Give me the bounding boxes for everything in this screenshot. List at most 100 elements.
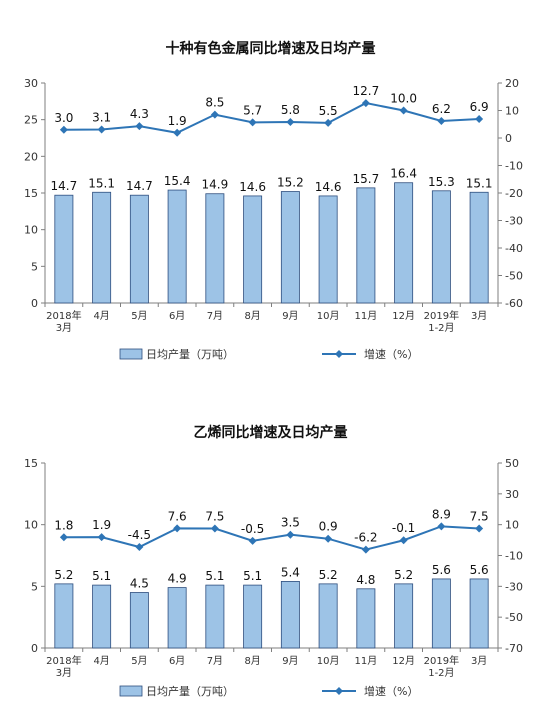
right-tick-label: -60 — [505, 297, 523, 310]
x-category-label: 12月 — [392, 310, 415, 322]
bar — [431, 578, 451, 649]
growth-point — [97, 533, 106, 542]
x-category-label: 7月 — [207, 655, 223, 667]
growth-point — [361, 99, 370, 108]
growth-line — [63, 102, 480, 134]
right-tick-label: -40 — [505, 242, 523, 255]
left-tick-label: 5 — [31, 260, 38, 273]
bar — [356, 588, 376, 649]
x-category-label: 6月 — [169, 655, 185, 667]
chart-2: 乙烯同比增速及日均产量 0 5 10 15 -70 -50 -30 -10 10 30 50 5.2 5… — [0, 360, 541, 720]
bar-value-label: 15.1 — [88, 176, 115, 190]
left-tick-label: 15 — [24, 457, 38, 470]
growth-value-label: -0.5 — [241, 522, 264, 536]
chart-1-svg: 0 5 10 15 20 25 30 -60 -50 -40 -30 -20 -10 0 10 20 14.7 1… — [24, 77, 523, 360]
right-tick-label: 20 — [505, 77, 519, 90]
legend-bar-label: 日均产量（万吨） — [146, 684, 234, 698]
bar-value-label: 14.7 — [51, 179, 78, 193]
x-category-label: 6月 — [169, 310, 185, 322]
growth-value-label: 10.0 — [390, 92, 417, 106]
growth-point — [210, 110, 219, 119]
growth-point — [97, 125, 106, 134]
growth-point — [286, 530, 295, 539]
growth-point — [437, 116, 446, 125]
bar — [167, 189, 187, 304]
x-category-label: 3月 — [471, 310, 487, 322]
x-category-label: 11月 — [355, 655, 378, 667]
bar-value-label: 15.2 — [277, 176, 304, 190]
growth-value-label: 1.9 — [168, 114, 187, 128]
chart-2-title: 乙烯同比增速及日均产量 — [193, 425, 348, 441]
x-category-label: 11月 — [355, 310, 378, 322]
x-category-label: 2019年 — [424, 654, 459, 667]
bar — [205, 193, 225, 304]
x-category-label: 1-2月 — [428, 667, 454, 679]
growth-value-label: 1.8 — [54, 518, 73, 532]
growth-value-label: 7.6 — [168, 509, 187, 523]
growth-value-label: 12.7 — [353, 84, 380, 98]
growth-point — [173, 128, 182, 137]
growth-point — [475, 115, 484, 124]
growth-value-label: 3.1 — [92, 110, 111, 124]
growth-value-label: 4.3 — [130, 107, 149, 121]
bar — [431, 190, 451, 304]
left-tick-label: 0 — [31, 642, 38, 655]
right-tick-label: -30 — [505, 215, 523, 228]
right-tick-label: 30 — [505, 488, 519, 501]
legend-bar-swatch — [119, 348, 143, 360]
bar — [243, 584, 263, 649]
left-tick-label: 0 — [31, 297, 38, 310]
bar-value-label: 5.6 — [432, 563, 451, 577]
bar-value-label: 4.8 — [356, 573, 375, 587]
right-tick-label: 10 — [505, 519, 519, 532]
legend-bar-label: 日均产量（万吨） — [146, 347, 234, 360]
bar-value-label: 15.3 — [428, 175, 455, 189]
growth-value-label: 7.5 — [205, 510, 224, 524]
growth-point — [475, 524, 484, 533]
growth-point — [248, 536, 257, 545]
bar — [205, 584, 225, 649]
bar — [129, 194, 149, 304]
bar-value-label: 5.2 — [394, 568, 413, 582]
left-tick-label: 30 — [24, 77, 38, 90]
x-category-label: 4月 — [93, 310, 109, 322]
x-category-label: 8月 — [244, 310, 260, 322]
bar-value-label: 14.7 — [126, 179, 153, 193]
x-category-label: 2018年 — [46, 654, 81, 667]
bar-value-label: 5.1 — [205, 569, 224, 583]
chart-2-svg: 0 5 10 15 -70 -50 -30 -10 10 30 50 5.2 5.1 4.5 4.9 5.1 5… — [24, 457, 523, 698]
chart-1-title: 十种有色金属同比增速及日均产量 — [165, 41, 376, 57]
growth-point — [324, 534, 333, 543]
x-category-label: 1-2月 — [428, 322, 454, 334]
bar — [54, 583, 74, 649]
bar — [394, 583, 414, 649]
bar-value-label: 14.6 — [239, 180, 266, 194]
legend-line-label: 增速（%） — [364, 347, 418, 360]
growth-point — [324, 118, 333, 127]
bar — [356, 187, 376, 304]
bar-value-label: 5.1 — [92, 569, 111, 583]
growth-value-label: 3.0 — [54, 111, 73, 125]
x-category-label: 12月 — [392, 655, 415, 667]
bar — [469, 578, 489, 649]
x-category-label: 5月 — [131, 655, 147, 667]
growth-value-label: 3.5 — [281, 516, 300, 530]
growth-point — [210, 524, 219, 533]
x-category-label: 10月 — [317, 310, 340, 322]
bar-value-label: 5.2 — [54, 568, 73, 582]
growth-value-label: 0.9 — [319, 520, 338, 534]
bar — [318, 195, 338, 304]
growth-point — [437, 522, 446, 531]
x-category-label: 5月 — [131, 310, 147, 322]
bar — [280, 580, 300, 649]
growth-point — [399, 106, 408, 115]
growth-value-label: -0.1 — [392, 521, 415, 535]
right-tick-label: -10 — [505, 550, 523, 563]
left-tick-label: 25 — [24, 114, 38, 127]
x-category-label: 9月 — [282, 655, 298, 667]
right-tick-label: -20 — [505, 187, 523, 200]
bar-value-label: 14.9 — [202, 178, 229, 192]
x-category-label: 4月 — [93, 655, 109, 667]
growth-value-label: 5.5 — [319, 104, 338, 118]
growth-value-label: 1.9 — [92, 518, 111, 532]
